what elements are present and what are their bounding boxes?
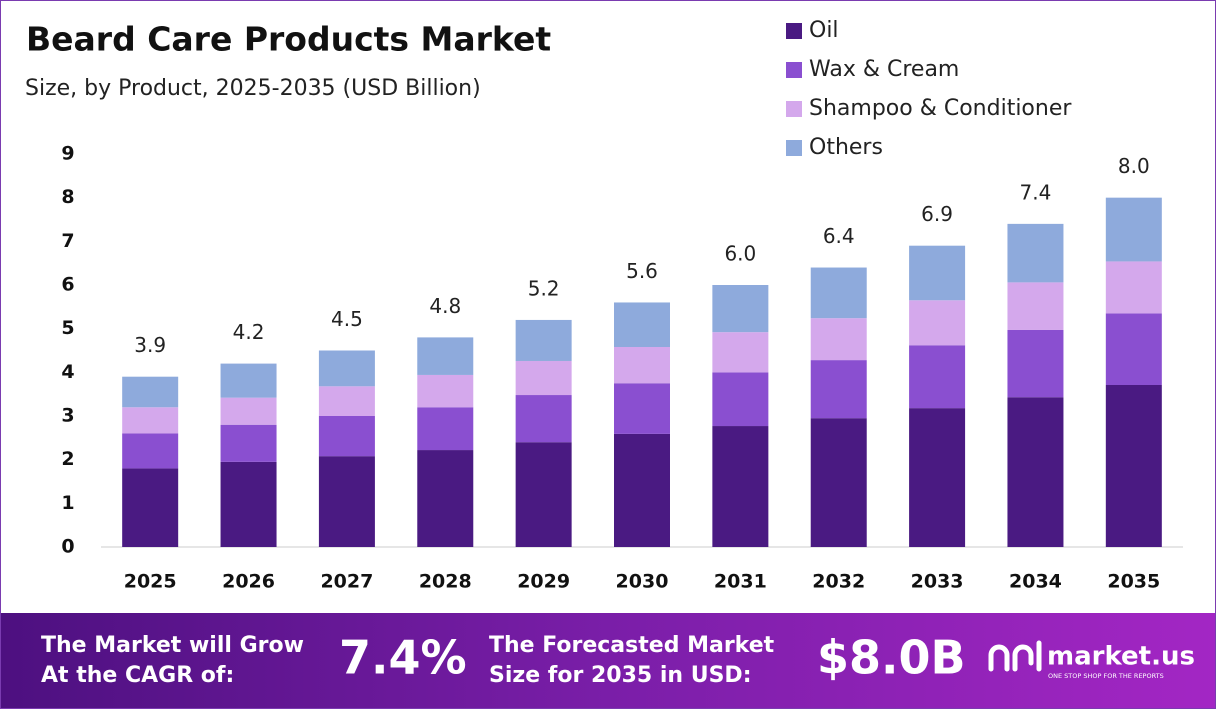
bar-segment — [810, 418, 867, 547]
bar-segment — [122, 376, 179, 408]
bar-segment — [417, 374, 474, 408]
chart-title: Beard Care Products Market — [26, 20, 551, 59]
x-tick-label: 2035 — [1107, 571, 1160, 593]
bar-segment — [810, 360, 867, 419]
bar-segment — [318, 416, 375, 457]
bar-segment — [318, 386, 375, 416]
y-tick-label: 6 — [61, 274, 74, 296]
y-tick-label: 1 — [61, 492, 74, 514]
bar-segment — [122, 468, 179, 547]
x-tick-label: 2034 — [1009, 571, 1062, 593]
bar-segment — [614, 347, 670, 384]
bar-segment — [1105, 197, 1162, 262]
total-label: 7.4 — [1020, 180, 1052, 204]
legend-swatch — [786, 140, 802, 156]
legend-swatch — [786, 62, 802, 78]
bar-segment — [318, 350, 375, 387]
x-tick-label: 2033 — [911, 571, 964, 593]
cagr-label: The Market will Grow — [41, 633, 304, 658]
bar-segment — [614, 383, 670, 434]
chart-subtitle: Size, by Product, 2025-2035 (USD Billion… — [25, 76, 481, 101]
bar-segment — [515, 319, 572, 361]
x-tick-label: 2031 — [714, 571, 767, 593]
y-tick-label: 5 — [61, 317, 74, 339]
bar-segment — [1007, 223, 1064, 283]
x-tick-label: 2032 — [812, 571, 865, 593]
bar-segment — [909, 408, 966, 547]
bar-segment — [712, 426, 769, 547]
total-label: 4.2 — [233, 320, 265, 344]
bar-segment — [515, 442, 572, 547]
bar-segment — [122, 433, 179, 469]
cagr-label: At the CAGR of: — [41, 663, 234, 688]
total-label: 6.4 — [823, 224, 855, 248]
bar-segment — [909, 245, 966, 301]
total-label: 4.5 — [331, 307, 363, 331]
x-tick-label: 2027 — [320, 571, 373, 593]
total-label: 6.9 — [921, 202, 953, 226]
bar-segment — [810, 267, 867, 319]
bar-segment — [712, 285, 769, 333]
bar-segment — [515, 395, 572, 443]
total-label: 4.8 — [429, 294, 461, 318]
bar-segment — [614, 302, 670, 348]
bar-segment — [1105, 261, 1162, 314]
bar-segment — [417, 450, 474, 547]
x-tick-label: 2026 — [222, 571, 275, 593]
bar-segment — [515, 360, 572, 396]
legend-swatch — [786, 23, 802, 39]
legend-label: Others — [809, 135, 883, 160]
brand-logo — [988, 640, 1042, 672]
total-label: 6.0 — [724, 242, 756, 266]
bar-segment — [1105, 384, 1162, 547]
total-label: 5.2 — [528, 276, 560, 300]
bar-segment — [220, 363, 277, 398]
bar-segment — [1105, 313, 1162, 385]
bar-segment — [614, 433, 670, 547]
x-tick-label: 2030 — [616, 571, 669, 593]
brand-name: market.us — [1047, 642, 1195, 672]
bar-segment — [909, 300, 966, 346]
bar-segment — [318, 456, 375, 547]
x-tick-label: 2025 — [124, 571, 177, 593]
x-tick-label: 2029 — [517, 571, 570, 593]
bar-segment — [1007, 397, 1064, 547]
legend-swatch — [786, 101, 802, 117]
total-label: 5.6 — [626, 259, 658, 283]
y-tick-label: 9 — [61, 143, 74, 165]
bar-segment — [712, 372, 769, 427]
total-label: 3.9 — [134, 333, 166, 357]
bar-segment — [220, 397, 277, 425]
size-label: Size for 2035 in USD: — [489, 663, 752, 688]
bar-segment — [417, 337, 474, 375]
x-tick-label: 2028 — [419, 571, 472, 593]
bar-segment — [1007, 329, 1064, 398]
size-value: $8.0B — [817, 631, 966, 685]
y-tick-label: 0 — [61, 536, 74, 558]
total-label: 8.0 — [1118, 154, 1150, 178]
brand-tagline: ONE STOP SHOP FOR THE REPORTS — [1048, 672, 1164, 680]
y-tick-label: 3 — [61, 405, 74, 427]
size-label: The Forecasted Market — [489, 633, 775, 658]
y-tick-label: 8 — [61, 186, 74, 208]
bar-segment — [122, 407, 179, 434]
y-tick-label: 4 — [61, 361, 74, 383]
bar-segment — [417, 407, 474, 451]
y-tick-label: 2 — [61, 448, 74, 470]
bar-segment — [220, 461, 277, 547]
legend-label: Shampoo & Conditioner — [809, 96, 1072, 121]
bar-segment — [712, 332, 769, 373]
bar-segment — [1007, 282, 1064, 330]
legend-label: Oil — [809, 18, 839, 43]
legend-label: Wax & Cream — [809, 57, 959, 82]
y-tick-label: 7 — [61, 230, 74, 252]
bar-segment — [909, 345, 966, 409]
cagr-value: 7.4% — [339, 631, 467, 685]
bar-segment — [220, 424, 277, 462]
bar-segment — [810, 318, 867, 361]
